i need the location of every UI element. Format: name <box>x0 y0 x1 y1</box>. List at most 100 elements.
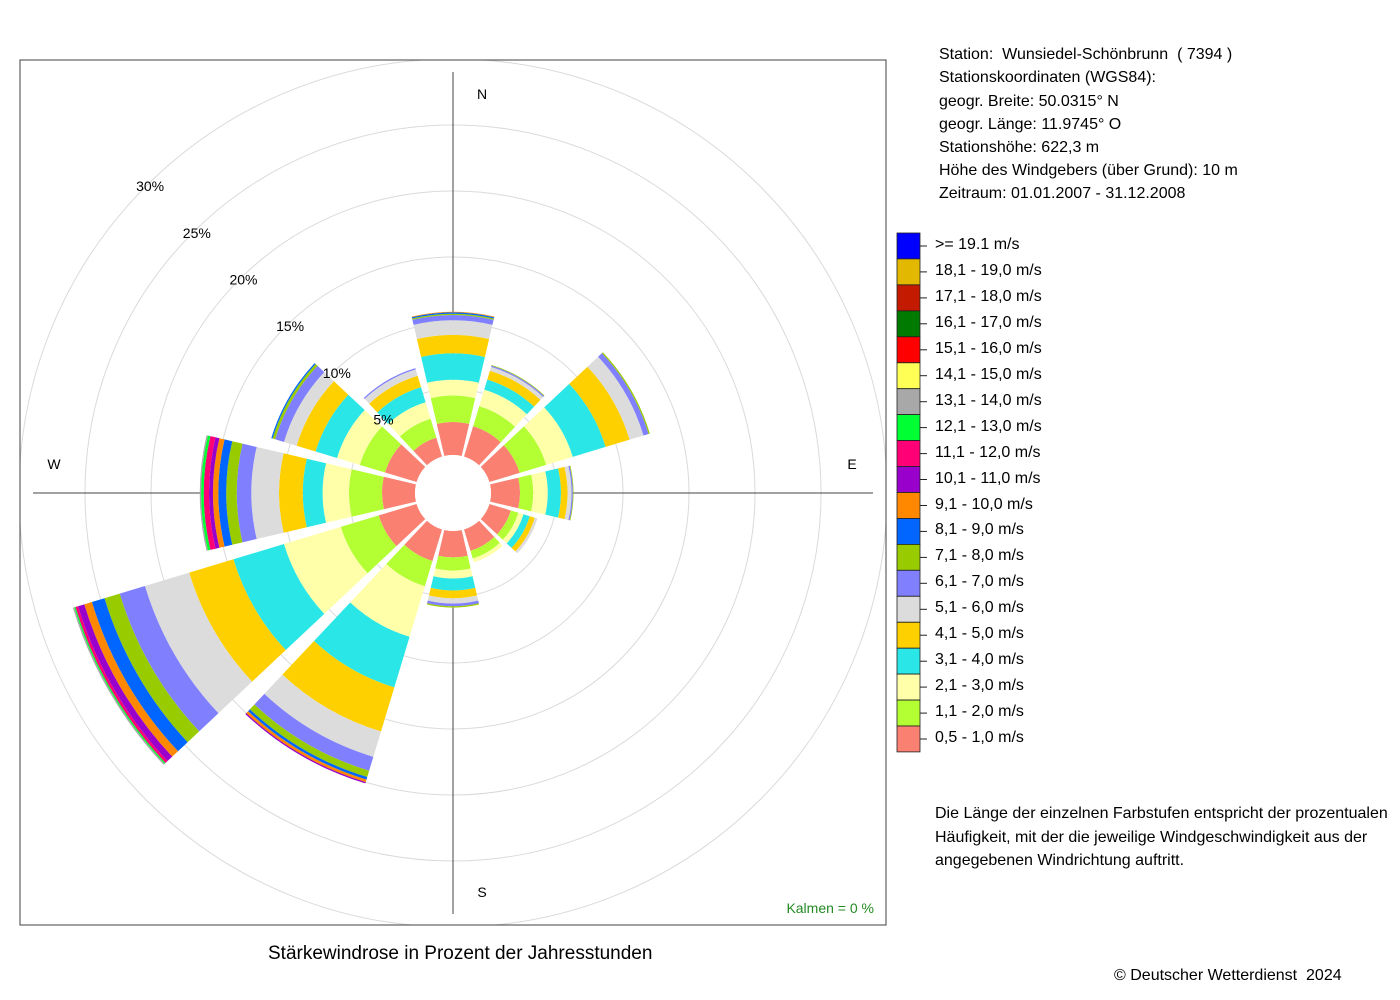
sector-90 <box>490 465 574 521</box>
legend-label-13: 6,1 - 7,0 m/s <box>935 573 1024 591</box>
legend-swatch-5 <box>896 362 921 390</box>
sector-210-band-6 <box>254 693 374 771</box>
calm-label: Kalmen = 0 % <box>786 900 874 916</box>
sector-180-band-0 <box>438 530 468 558</box>
legend-label-15: 4,1 - 5,0 m/s <box>935 625 1024 643</box>
sector-60-band-3 <box>544 383 606 457</box>
station-latitude: geogr. Breite: 50.0315° N <box>939 93 1119 110</box>
direction-label-s: S <box>477 884 486 900</box>
sector-210-band-1 <box>386 544 433 587</box>
sector-270-band-9 <box>213 438 225 548</box>
plot-frame <box>19 59 887 926</box>
legend-label-6: 13,1 - 14,0 m/s <box>935 391 1042 409</box>
legend-swatch-19 <box>896 725 921 753</box>
chart-title: Stärkewindrose in Prozent der Jahresstun… <box>268 943 653 964</box>
note-line-3: angegebenen Windrichtung auftritt. <box>935 852 1185 869</box>
radial-tick-15: 15% <box>276 318 304 334</box>
wind-sectors <box>72 311 650 784</box>
sector-240-band-9 <box>84 602 178 757</box>
radial-tick-20: 20% <box>229 272 257 288</box>
radial-tick-10: 10% <box>323 365 351 381</box>
legend-swatch-6 <box>896 388 921 416</box>
legend-swatch-8 <box>896 440 921 467</box>
sector-210-band-4 <box>282 640 395 732</box>
note-line-1: Die Länge der einzelnen Farbstufen entsp… <box>935 805 1388 822</box>
sector-60 <box>480 352 650 483</box>
legend-swatch-15 <box>896 621 921 649</box>
radial-tick-5: 5% <box>373 412 393 428</box>
legend-label-16: 3,1 - 4,0 m/s <box>935 651 1024 669</box>
sector-210-band-5 <box>264 674 381 757</box>
legend-swatch-4 <box>896 336 921 364</box>
direction-label-n: N <box>477 86 487 102</box>
sector-0-band-1 <box>430 395 476 424</box>
sector-60-band-2 <box>524 407 573 465</box>
sector-150-band-1 <box>470 537 500 559</box>
sector-270-band-10 <box>209 437 220 549</box>
sector-90-band-7 <box>569 465 574 521</box>
legend-swatch-1 <box>896 258 921 286</box>
sector-270 <box>199 435 416 551</box>
sector-270-band-3 <box>302 458 327 528</box>
sector-300 <box>271 363 426 483</box>
sector-180-band-2 <box>433 568 473 579</box>
legend-swatch-14 <box>896 595 921 623</box>
sector-240 <box>72 503 426 765</box>
sector-180-band-7 <box>426 603 480 608</box>
sector-240-band-8 <box>91 598 188 752</box>
legend-swatch-0 <box>896 232 921 260</box>
sector-300-band-6 <box>275 365 325 442</box>
sector-150-band-2 <box>472 542 503 563</box>
center-disk <box>415 455 491 531</box>
sector-180-band-5 <box>427 595 479 604</box>
sector-330-band-2 <box>388 402 431 437</box>
sector-300-band-7 <box>272 363 318 440</box>
legend-label-10: 9,1 - 10,0 m/s <box>935 495 1033 513</box>
sector-90-band-1 <box>518 474 534 512</box>
sector-240-band-7 <box>104 593 200 743</box>
sector-270-band-1 <box>349 469 384 517</box>
legend-swatch-10 <box>896 492 921 519</box>
legend-label-18: 1,1 - 2,0 m/s <box>935 703 1024 721</box>
legend-label-7: 12,1 - 13,0 m/s <box>935 417 1042 435</box>
radial-tick-30: 30% <box>136 178 164 194</box>
sector-30-band-0 <box>463 426 501 466</box>
sector-120-band-5 <box>515 517 538 554</box>
sector-120-band-0 <box>480 503 511 535</box>
legend-label-11: 8,1 - 9,0 m/s <box>935 521 1024 539</box>
sector-0-band-6 <box>412 315 494 325</box>
sector-270-band-2 <box>322 463 352 523</box>
legend-swatch-17 <box>896 673 921 701</box>
legend-swatch-9 <box>896 466 921 493</box>
legend-label-2: 17,1 - 18,0 m/s <box>935 287 1042 305</box>
sector-90-band-2 <box>531 471 548 515</box>
copyright: © Deutscher Wetterdienst 2024 <box>1114 967 1342 984</box>
station-elevation: Stationshöhe: 622,3 m <box>939 139 1100 156</box>
direction-label-w: W <box>47 456 61 472</box>
sector-0-band-3 <box>421 353 485 383</box>
sector-90-band-6 <box>568 465 573 521</box>
sector-300-band-4 <box>296 381 349 452</box>
sector-330-band-4 <box>369 375 422 413</box>
sector-120-band-1 <box>497 510 519 540</box>
sector-30-band-2 <box>479 389 527 427</box>
sector-180-band-3 <box>430 576 476 591</box>
station-longitude: geogr. Länge: 11.9745° O <box>939 116 1122 133</box>
legend-swatch-12 <box>896 544 921 571</box>
legend-label-1: 18,1 - 19,0 m/s <box>935 261 1042 279</box>
sector-30-band-1 <box>473 406 516 443</box>
station-name: Station: Wunsiedel-Schönbrunn ( 7394 ) <box>939 46 1233 63</box>
sector-30-band-5 <box>489 366 544 400</box>
sector-270-band-12 <box>201 435 211 551</box>
station-coords-heading: Stationskoordinaten (WGS84): <box>939 69 1156 86</box>
legend-label-4: 15,1 - 16,0 m/s <box>935 339 1042 357</box>
sector-120-band-4 <box>511 516 535 552</box>
sector-240-band-5 <box>144 572 253 714</box>
legend-swatch-13 <box>896 569 921 597</box>
sector-180 <box>426 530 480 608</box>
radial-tick-25: 25% <box>183 225 211 241</box>
sector-270-band-13 <box>199 435 208 551</box>
sector-210 <box>245 520 443 784</box>
sector-90-band-3 <box>545 468 561 518</box>
